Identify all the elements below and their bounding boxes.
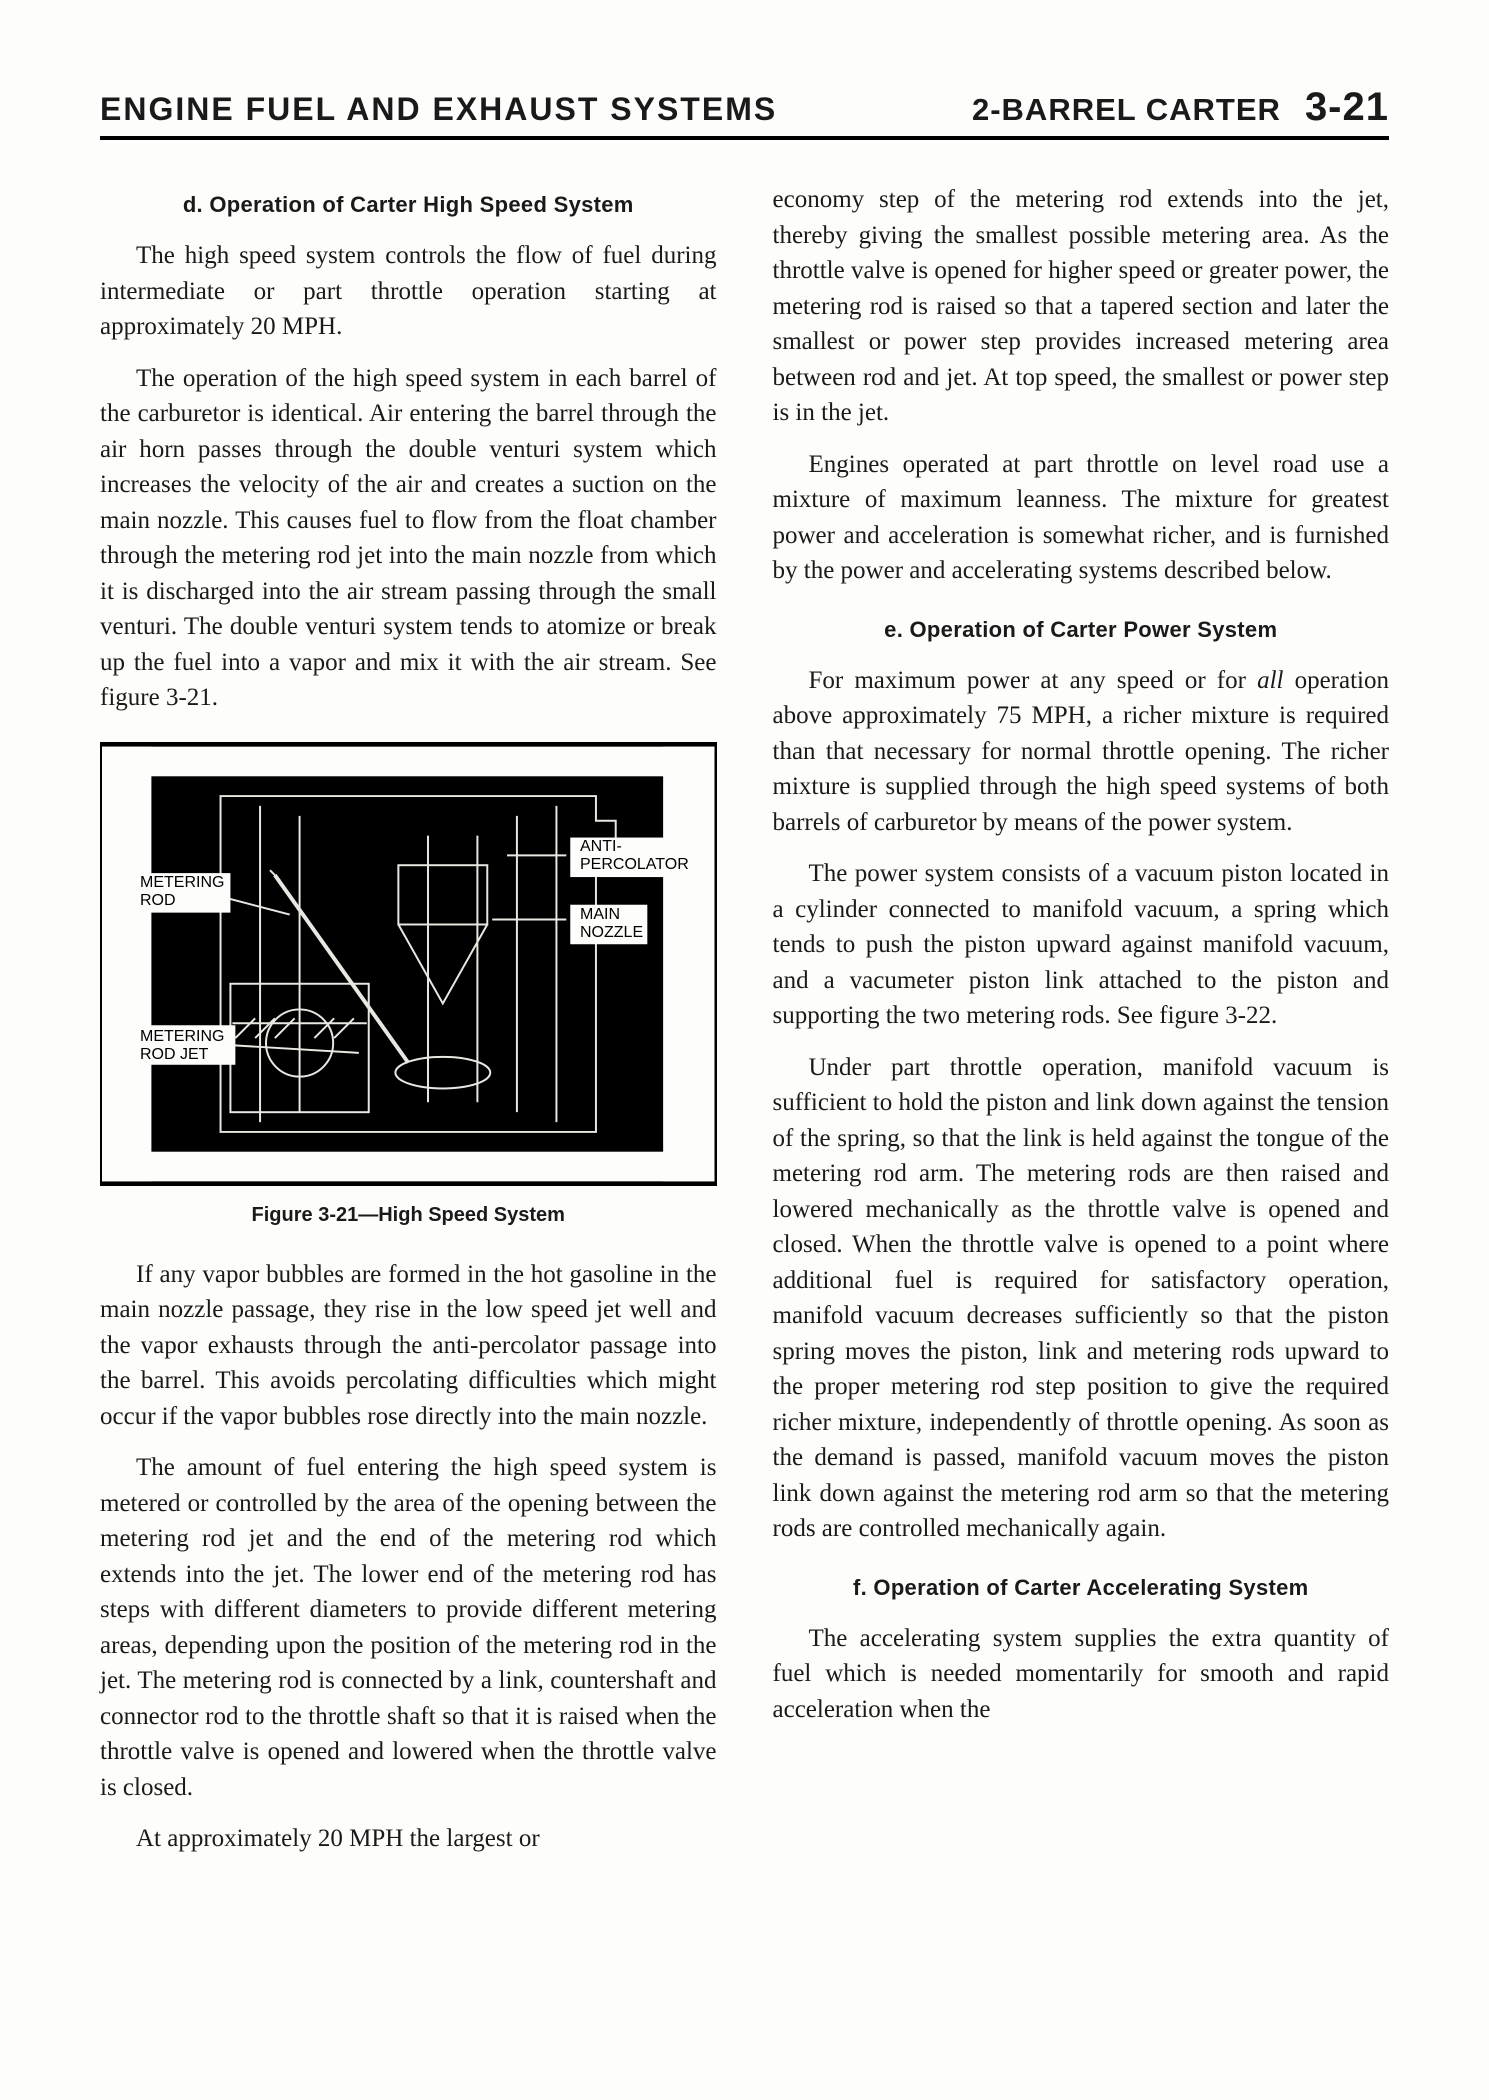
body-paragraph: If any vapor bubbles are formed in the h… (100, 1257, 717, 1435)
figure-caption: Figure 3-21—High Speed System (100, 1204, 717, 1227)
manual-page: ENGINE FUEL AND EXHAUST SYSTEMS 2-BARREL… (0, 0, 1489, 2100)
figure-label-anti-percolator: ANTI- PERCOLATOR (580, 838, 689, 875)
body-paragraph: The amount of fuel entering the high spe… (100, 1450, 717, 1805)
figure-label-main-nozzle: MAIN NOZZLE (580, 906, 643, 943)
body-paragraph: economy step of the metering rod extends… (773, 182, 1390, 431)
subheading-d: d. Operation of Carter High Speed System (100, 192, 717, 218)
figure-label-metering-rod-jet: METERING ROD JET (140, 1028, 224, 1065)
two-column-layout: d. Operation of Carter High Speed System… (100, 182, 1389, 1873)
body-paragraph: The high speed system controls the flow … (100, 238, 717, 345)
body-paragraph: The operation of the high speed system i… (100, 361, 717, 716)
body-paragraph: The accelerating system supplies the ext… (773, 1621, 1390, 1728)
emphasis-all: all (1257, 667, 1283, 694)
body-paragraph: Engines operated at part throttle on lev… (773, 447, 1390, 589)
subheading-e: e. Operation of Carter Power System (773, 617, 1390, 643)
body-paragraph: At approximately 20 MPH the largest or (100, 1821, 717, 1857)
body-paragraph: Under part throttle operation, manifold … (773, 1050, 1390, 1547)
header-title-left: ENGINE FUEL AND EXHAUST SYSTEMS (100, 91, 777, 128)
figure-label-metering-rod: METERING ROD (140, 874, 224, 911)
right-column: economy step of the metering rod extends… (773, 182, 1390, 1873)
subheading-f: f. Operation of Carter Accelerating Syst… (773, 1575, 1390, 1601)
body-paragraph: For maximum power at any speed or for al… (773, 663, 1390, 841)
carburetor-diagram-icon (102, 744, 715, 1184)
text-run: For maximum power at any speed or for (809, 667, 1258, 694)
header-section-label: 2-BARREL CARTER (972, 92, 1281, 128)
body-paragraph: The power system consists of a vacuum pi… (773, 856, 1390, 1034)
left-column: d. Operation of Carter High Speed System… (100, 182, 717, 1873)
page-header: ENGINE FUEL AND EXHAUST SYSTEMS 2-BARREL… (100, 85, 1389, 140)
figure-3-21: METERING ROD METERING ROD JET ANTI- PERC… (100, 742, 717, 1186)
header-page-number: 3-21 (1305, 85, 1389, 130)
header-right-group: 2-BARREL CARTER 3-21 (972, 85, 1389, 130)
